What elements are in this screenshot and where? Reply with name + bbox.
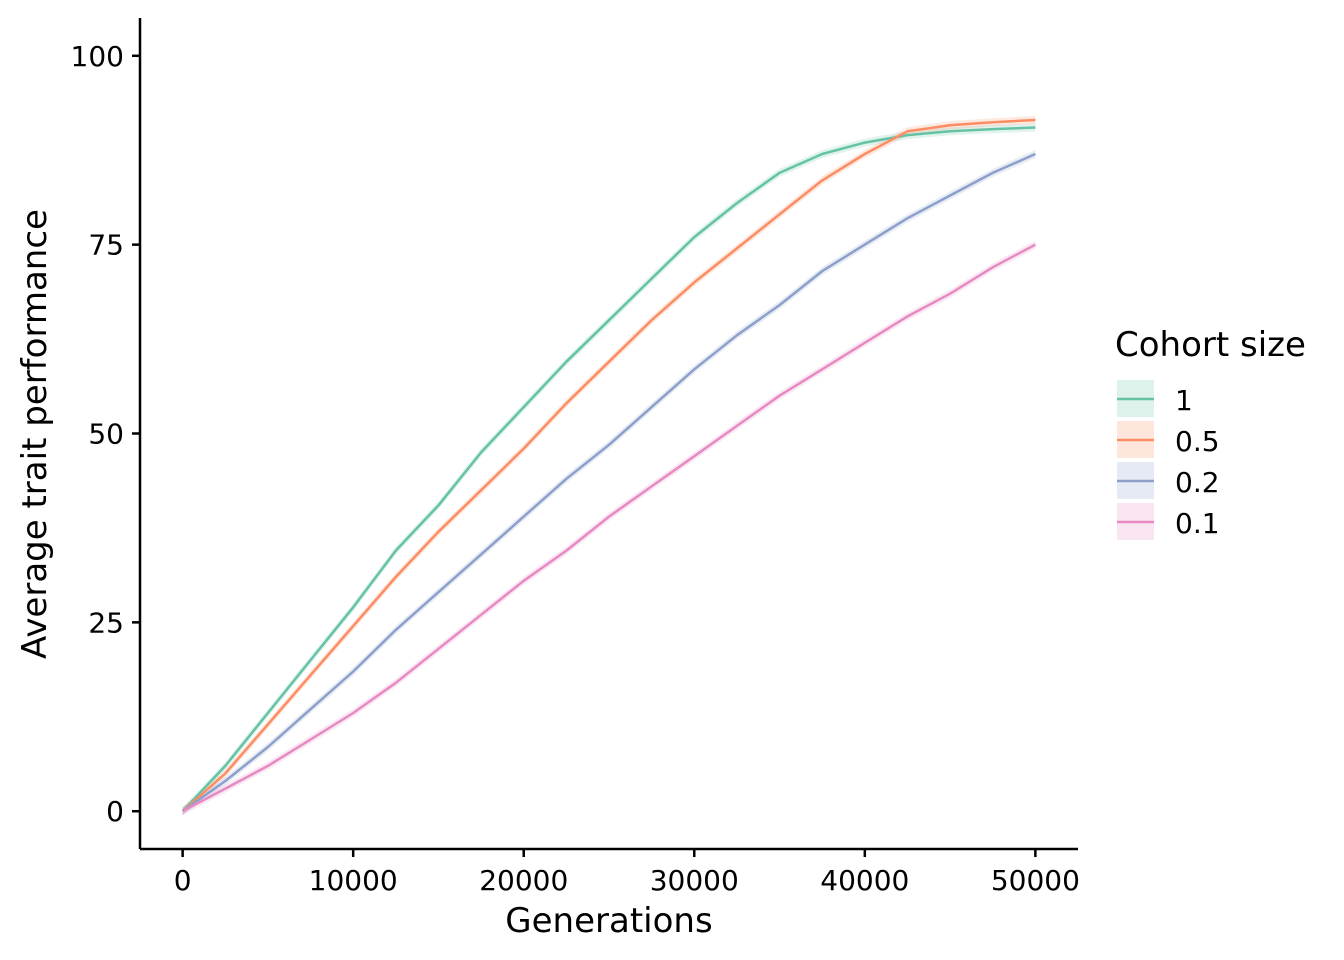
legend-item: 0.1 <box>1117 503 1220 540</box>
y-tick-label: 50 <box>88 418 124 451</box>
legend-item: 1 <box>1117 380 1193 417</box>
legend-label: 0.5 <box>1175 425 1220 458</box>
y-axis-title: Average trait performance <box>15 209 55 659</box>
legend-item: 0.2 <box>1117 462 1220 499</box>
legend-item: 0.5 <box>1117 421 1220 458</box>
series-line-0.5 <box>181 118 1036 813</box>
series-line-0.2 <box>181 152 1036 813</box>
legend-label: 1 <box>1175 384 1193 417</box>
x-tick-label: 20000 <box>479 864 568 897</box>
legend-label: 0.2 <box>1175 466 1220 499</box>
y-tick-label: 25 <box>88 606 124 639</box>
y-tick-label: 75 <box>88 229 124 262</box>
x-tick-label: 40000 <box>820 864 909 897</box>
confidence-band-0.1 <box>182 240 1036 816</box>
legend-items: 1 0.5 0.2 0.1 <box>1117 380 1220 540</box>
x-tick-label: 10000 <box>309 864 398 897</box>
x-axis-title: Generations <box>505 901 712 941</box>
legend: Cohort size 1 0.5 0.2 0.1 <box>1115 325 1306 540</box>
legend-title: Cohort size <box>1115 325 1306 365</box>
series-lines <box>181 118 1036 813</box>
x-tick-label: 50000 <box>991 864 1080 897</box>
y-tick-label: 100 <box>71 40 124 73</box>
y-tick-label: 0 <box>106 795 124 828</box>
confidence-band-0.2 <box>182 150 1036 816</box>
y-axis-ticks: 0 25 50 75 100 <box>71 40 140 828</box>
series-line-0.1 <box>182 243 1036 813</box>
x-tick-label: 0 <box>174 864 192 897</box>
x-axis-ticks: 0 10000 20000 30000 40000 50000 <box>174 849 1080 897</box>
confidence-bands <box>182 116 1036 816</box>
legend-label: 0.1 <box>1175 507 1220 540</box>
x-tick-label: 30000 <box>650 864 739 897</box>
